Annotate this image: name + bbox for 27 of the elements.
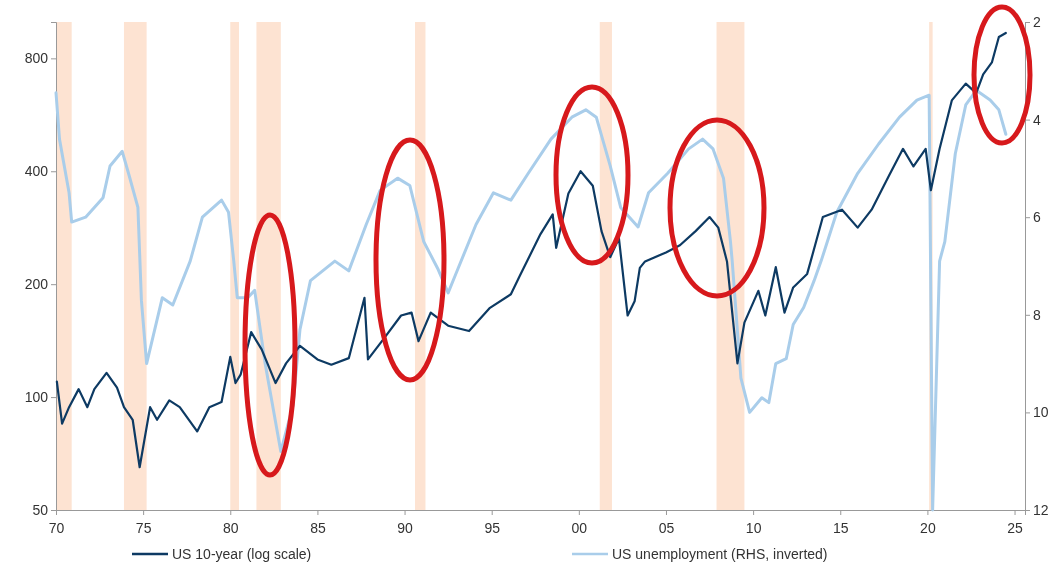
x-tick-label: 70 (48, 520, 65, 537)
y2-tick-label: 2 (1033, 13, 1041, 30)
x-tick-label: 05 (658, 520, 675, 537)
y-tick-label: 100 (24, 389, 49, 406)
legend-label: US 10-year (log scale) (172, 546, 312, 562)
y2-tick-label: 10 (1033, 404, 1049, 421)
line-series (54, 88, 1008, 512)
y2-tick-label: 4 (1033, 111, 1041, 128)
x-tick-label: 10 (745, 520, 762, 537)
line-series (55, 31, 1007, 469)
x-tick-label: 85 (310, 520, 326, 537)
y2-tick-label: 8 (1033, 306, 1041, 323)
y-tick-label: 400 (24, 163, 49, 180)
x-tick-label: 95 (484, 520, 501, 537)
x-tick-label: 80 (222, 520, 239, 537)
legend-label: US unemployment (RHS, inverted) (612, 546, 828, 562)
y-tick-label: 800 (24, 50, 49, 67)
x-tick-label: 90 (397, 520, 414, 537)
y2-tick-label: 6 (1033, 209, 1041, 226)
y-tick-label: 200 (24, 276, 49, 293)
x-tick-label: 20 (920, 520, 936, 537)
x-tick-label: 00 (571, 520, 588, 537)
x-tick-label: 25 (1007, 520, 1024, 537)
y-tick-label: 50 (32, 501, 49, 518)
x-tick-label: 15 (832, 520, 849, 537)
x-tick-label: 75 (135, 520, 152, 537)
y2-tick-label: 12 (1033, 501, 1049, 518)
